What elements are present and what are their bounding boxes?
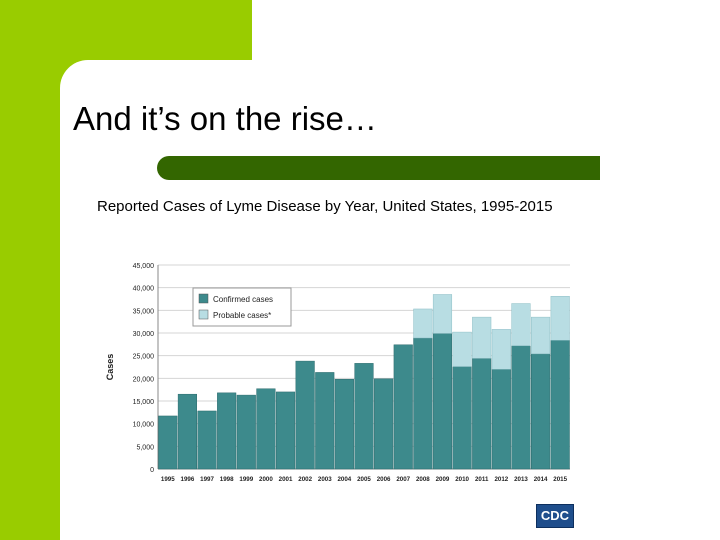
y-tick-label: 10,000 [133,422,155,429]
bar-confirmed-2012 [491,369,511,470]
bar-confirmed-2000 [256,388,276,470]
legend-label: Confirmed cases [213,295,273,304]
y-tick-label: 20,000 [133,376,155,383]
bar-probable-2009 [432,294,453,334]
bar-confirmed-2002 [295,360,315,470]
cdc-logo: CDC [536,504,574,528]
bar-confirmed-1998 [217,392,237,470]
bar-confirmed-2009 [432,333,453,470]
bar-confirmed-2001 [275,391,296,470]
legend-swatch-confirmed [198,293,209,304]
bar-probable-2014 [531,316,551,355]
bar-confirmed-2006 [374,378,394,470]
bar-confirmed-1996 [177,393,197,470]
x-tick-label: 2013 [514,476,528,483]
legend-swatch-probable [198,309,209,320]
bar-probable-2008 [413,308,433,339]
x-tick-label: 2000 [259,476,273,483]
bar-probable-2012 [491,329,511,370]
bar-confirmed-2008 [413,337,433,470]
legend-label: Probable cases* [213,311,271,320]
bar-confirmed-2004 [334,378,354,470]
x-tick-label: 1997 [200,476,214,483]
title-underline-bar [157,156,600,180]
x-tick-label: 2014 [534,476,548,483]
y-tick-label: 25,000 [133,354,155,361]
y-tick-label: 15,000 [133,399,155,406]
x-tick-label: 1995 [161,476,175,483]
bar-confirmed-2014 [531,353,551,470]
bar-confirmed-2003 [315,372,335,470]
y-tick-label: 40,000 [133,286,155,293]
y-tick-label: 45,000 [133,263,155,270]
x-tick-label: 2002 [298,476,312,483]
bar-probable-2013 [511,303,531,346]
bar-confirmed-2005 [354,363,374,470]
x-tick-label: 2011 [475,476,489,483]
x-tick-label: 2001 [279,476,293,483]
x-tick-label: 2004 [337,476,351,483]
y-tick-label: 5,000 [136,444,154,451]
x-tick-label: 2005 [357,476,371,483]
bar-confirmed-2010 [452,366,472,470]
x-tick-label: 1998 [220,476,234,483]
x-tick-label: 2003 [318,476,332,483]
y-tick-label: 30,000 [133,331,155,338]
bar-probable-2011 [472,316,492,359]
x-tick-label: 2009 [436,476,450,483]
x-tick-label: 2006 [377,476,391,483]
slide-title: And it’s on the rise… [73,100,377,137]
x-tick-label: 2015 [553,476,567,483]
lyme-cases-chart: 0 5,000 10,000 15,000 20,000 25,000 30,000 35,0… [105,263,570,483]
legend-box [192,287,292,327]
x-tick-label: 1999 [239,476,253,483]
x-tick-label: 2007 [396,476,410,483]
x-tick-label: 1996 [181,476,195,483]
bar-confirmed-1995 [158,415,178,470]
x-tick-label: 2008 [416,476,430,483]
bar-confirmed-1997 [197,410,217,470]
bar-confirmed-1999 [236,394,256,470]
chart-title: Reported Cases of Lyme Disease by Year, … [97,198,553,215]
bar-confirmed-2011 [472,358,492,470]
x-tick-label: 2012 [494,476,508,483]
y-tick-label: 0 [150,467,154,474]
bar-probable-2010 [452,331,472,367]
bar-confirmed-2013 [511,345,531,470]
y-tick-label: 35,000 [133,308,155,315]
bar-probable-2015 [550,296,570,341]
x-tick-label: 2010 [455,476,469,483]
y-axis-label: Cases [105,354,115,381]
bar-confirmed-2007 [393,344,413,470]
bar-confirmed-2015 [550,340,570,470]
